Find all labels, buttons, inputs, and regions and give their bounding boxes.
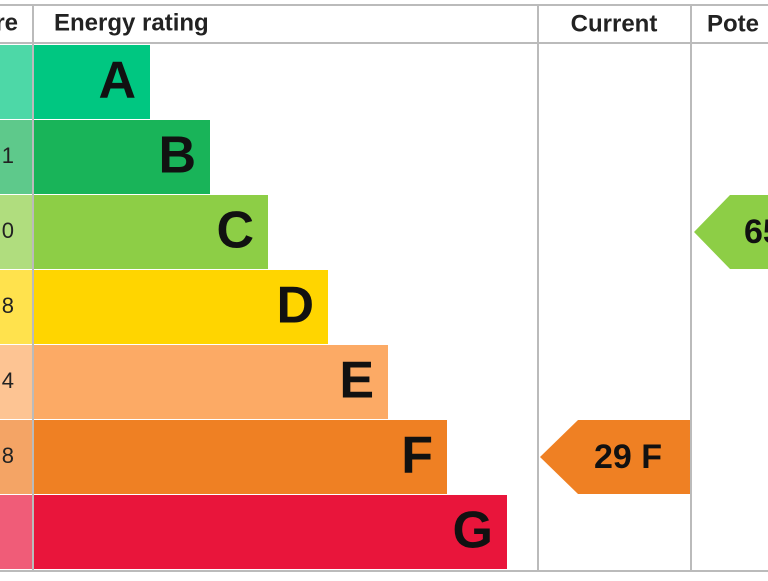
score-cell <box>0 120 32 194</box>
band-bar <box>34 495 507 569</box>
score-cell <box>0 270 32 344</box>
band-bar <box>34 195 268 269</box>
band-bar <box>34 345 388 419</box>
band-letter: G <box>453 502 493 560</box>
header-rating: Energy rating <box>54 9 209 36</box>
header-potential: Pote <box>707 10 759 37</box>
band-bar <box>34 120 210 194</box>
score-range: 4 <box>2 368 14 393</box>
score-cell <box>0 345 32 419</box>
band-letter: E <box>339 352 374 410</box>
score-range: 1 <box>2 143 14 168</box>
score-cell <box>0 45 32 119</box>
potential-arrow <box>694 195 768 269</box>
header-current: Current <box>571 10 658 37</box>
band-letter: C <box>216 202 254 260</box>
band-letter: B <box>158 127 196 185</box>
band-letter: F <box>401 427 433 485</box>
header-score: re <box>0 9 18 36</box>
score-range: 0 <box>2 218 14 243</box>
band-bar <box>34 45 150 119</box>
current-rating: 29 F <box>594 438 662 476</box>
score-cell <box>0 495 32 569</box>
score-cell <box>0 195 32 269</box>
band-bar <box>34 420 447 494</box>
band-letter: D <box>276 277 314 335</box>
current-arrow <box>540 420 690 494</box>
band-bar <box>34 270 328 344</box>
potential-rating: 65 <box>744 213 768 251</box>
band-letter: A <box>98 52 136 110</box>
score-range: 8 <box>2 443 14 468</box>
score-range: 8 <box>2 293 14 318</box>
score-cell <box>0 420 32 494</box>
